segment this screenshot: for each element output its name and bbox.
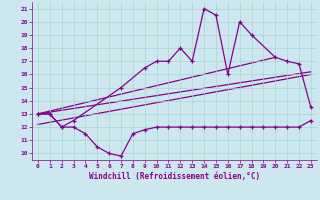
X-axis label: Windchill (Refroidissement éolien,°C): Windchill (Refroidissement éolien,°C) — [89, 172, 260, 181]
